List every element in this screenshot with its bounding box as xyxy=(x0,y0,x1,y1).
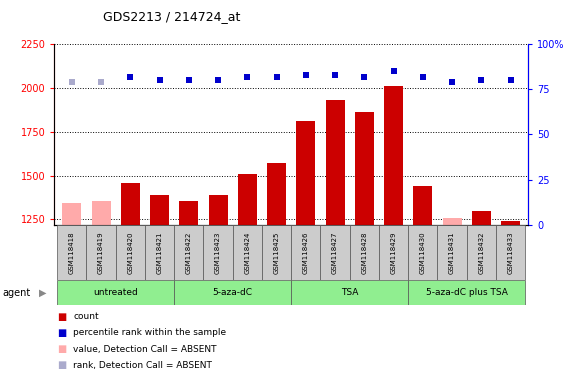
Bar xyxy=(437,225,467,280)
Text: value, Detection Call = ABSENT: value, Detection Call = ABSENT xyxy=(73,344,216,354)
Bar xyxy=(355,113,374,225)
Bar xyxy=(57,280,174,305)
Text: ▶: ▶ xyxy=(39,288,46,298)
Bar xyxy=(349,225,379,280)
Bar xyxy=(57,225,86,280)
Bar xyxy=(320,225,349,280)
Text: rank, Detection Call = ABSENT: rank, Detection Call = ABSENT xyxy=(73,361,212,370)
Text: ■: ■ xyxy=(57,360,66,370)
Text: GSM118421: GSM118421 xyxy=(156,231,163,274)
Bar xyxy=(174,280,291,305)
Bar xyxy=(408,280,525,305)
Bar xyxy=(91,201,111,225)
Text: GSM118425: GSM118425 xyxy=(274,231,280,274)
Text: GSM118433: GSM118433 xyxy=(508,231,514,274)
Bar xyxy=(121,184,140,225)
Text: GSM118428: GSM118428 xyxy=(361,231,367,274)
Text: ■: ■ xyxy=(57,312,66,322)
Text: percentile rank within the sample: percentile rank within the sample xyxy=(73,328,226,338)
Bar xyxy=(296,121,315,225)
Text: GSM118423: GSM118423 xyxy=(215,231,221,274)
Text: GSM118424: GSM118424 xyxy=(244,231,250,274)
Text: GSM118420: GSM118420 xyxy=(127,231,133,274)
Bar xyxy=(267,163,286,225)
Text: ■: ■ xyxy=(57,344,66,354)
Text: GDS2213 / 214724_at: GDS2213 / 214724_at xyxy=(103,10,240,23)
Bar xyxy=(501,221,520,225)
Bar xyxy=(325,100,345,225)
Bar xyxy=(116,225,145,280)
Text: agent: agent xyxy=(3,288,31,298)
Bar xyxy=(262,225,291,280)
Bar xyxy=(467,225,496,280)
Bar xyxy=(238,174,257,225)
Text: 5-aza-dC plus TSA: 5-aza-dC plus TSA xyxy=(426,288,508,297)
Text: GSM118422: GSM118422 xyxy=(186,231,192,274)
Bar xyxy=(179,201,198,225)
Text: GSM118430: GSM118430 xyxy=(420,231,426,274)
Text: count: count xyxy=(73,312,99,321)
Bar xyxy=(291,280,408,305)
Text: GSM118427: GSM118427 xyxy=(332,231,338,274)
Text: untreated: untreated xyxy=(93,288,138,297)
Bar xyxy=(291,225,320,280)
Bar xyxy=(384,86,403,225)
Bar xyxy=(379,225,408,280)
Text: GSM118419: GSM118419 xyxy=(98,231,104,274)
Bar xyxy=(472,210,491,225)
Text: GSM118429: GSM118429 xyxy=(391,231,397,274)
Text: GSM118426: GSM118426 xyxy=(303,231,309,274)
Text: GSM118431: GSM118431 xyxy=(449,231,455,274)
Text: 5-aza-dC: 5-aza-dC xyxy=(213,288,253,297)
Bar xyxy=(413,186,432,225)
Bar xyxy=(443,218,461,225)
Bar xyxy=(62,203,81,225)
Bar xyxy=(208,195,228,225)
Bar xyxy=(174,225,203,280)
Text: ■: ■ xyxy=(57,328,66,338)
Text: GSM118432: GSM118432 xyxy=(478,231,484,274)
Bar xyxy=(233,225,262,280)
Text: TSA: TSA xyxy=(341,288,359,297)
Bar xyxy=(496,225,525,280)
Text: GSM118418: GSM118418 xyxy=(69,231,75,274)
Bar xyxy=(150,195,169,225)
Bar xyxy=(408,225,437,280)
Bar xyxy=(86,225,116,280)
Bar xyxy=(203,225,233,280)
Bar xyxy=(145,225,174,280)
